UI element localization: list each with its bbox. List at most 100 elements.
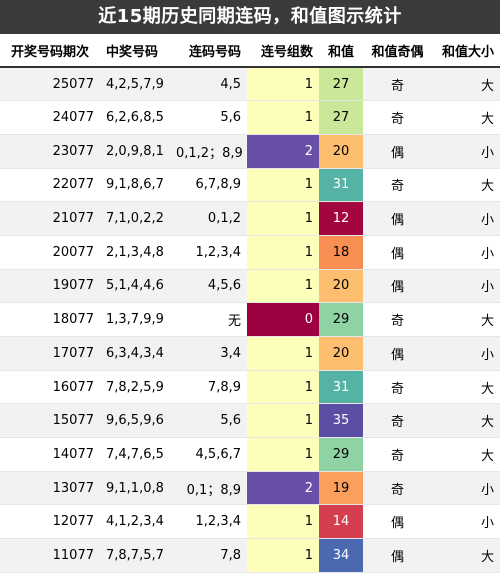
cell-consecutive-count: 1 [247, 504, 319, 540]
cell-sum: 20 [319, 134, 363, 169]
cell-consecutive-numbers: 1,2,3,4 [170, 504, 247, 540]
cell-issue: 14077 [0, 437, 100, 472]
table-row: 15077 9,6,5,9,6 5,6 1 35 奇大 [0, 403, 500, 439]
cell-issue: 19077 [0, 269, 100, 304]
cell-sum-parity: 偶 [363, 201, 432, 236]
cell-issue: 12077 [0, 504, 100, 540]
cell-sum: 20 [319, 336, 363, 371]
table-row: 17077 6,3,4,3,4 3,4 1 20 偶小 [0, 336, 500, 371]
header-row: 开奖号码期次 中奖号码 连码号码 连号组数 和值 和值奇偶 和值大小 [0, 34, 500, 68]
header-sum-parity[interactable]: 和值奇偶 [363, 34, 432, 68]
stats-table: 开奖号码期次 中奖号码 连码号码 连号组数 和值 和值奇偶 和值大小 25077… [0, 34, 500, 573]
cell-consecutive-numbers: 4,5,6,7 [170, 437, 247, 472]
cell-sum-parity: 偶 [363, 538, 432, 573]
cell-winning-numbers: 9,6,5,9,6 [100, 403, 170, 439]
cell-consecutive-numbers: 7,8,9 [170, 370, 247, 405]
cell-sum: 35 [319, 403, 363, 439]
cell-sum: 20 [319, 269, 363, 304]
cell-winning-numbers: 9,1,1,0,8 [100, 471, 170, 506]
cell-sum: 27 [319, 100, 363, 135]
cell-issue: 16077 [0, 370, 100, 405]
cell-consecutive-count: 1 [247, 403, 319, 439]
cell-winning-numbers: 6,2,6,8,5 [100, 100, 170, 135]
cell-consecutive-count: 2 [247, 134, 319, 169]
cell-consecutive-count: 1 [247, 370, 319, 405]
table-row: 25077 4,2,5,7,9 4,5 1 27 奇大 [0, 67, 500, 102]
cell-consecutive-numbers: 5,6 [170, 100, 247, 135]
header-issue[interactable]: 开奖号码期次 [0, 34, 100, 68]
cell-issue: 20077 [0, 235, 100, 270]
cell-winning-numbers: 4,1,2,3,4 [100, 504, 170, 540]
cell-sum-parity: 奇 [363, 403, 432, 439]
cell-sum-parity: 偶 [363, 235, 432, 270]
table-row: 12077 4,1,2,3,4 1,2,3,4 1 14 偶小 [0, 504, 500, 540]
cell-issue: 11077 [0, 538, 100, 573]
cell-sum-size: 小 [432, 336, 500, 371]
cell-sum-size: 小 [432, 134, 500, 169]
cell-sum-size: 大 [432, 538, 500, 573]
cell-winning-numbers: 6,3,4,3,4 [100, 336, 170, 371]
cell-sum-parity: 偶 [363, 134, 432, 169]
cell-sum: 31 [319, 168, 363, 203]
cell-consecutive-count: 1 [247, 336, 319, 371]
cell-sum-parity: 偶 [363, 269, 432, 304]
cell-winning-numbers: 5,1,4,4,6 [100, 269, 170, 304]
cell-sum-size: 大 [432, 370, 500, 405]
cell-sum: 29 [319, 437, 363, 472]
cell-consecutive-numbers: 0,1；8,9 [170, 471, 247, 506]
cell-issue: 23077 [0, 134, 100, 169]
cell-sum-size: 大 [432, 168, 500, 203]
cell-sum-parity: 奇 [363, 370, 432, 405]
cell-issue: 22077 [0, 168, 100, 203]
cell-consecutive-numbers: 无 [170, 302, 247, 337]
cell-winning-numbers: 2,0,9,8,1 [100, 134, 170, 169]
table-row: 22077 9,1,8,6,7 6,7,8,9 1 31 奇大 [0, 168, 500, 203]
header-sum[interactable]: 和值 [319, 34, 363, 68]
cell-winning-numbers: 4,2,5,7,9 [100, 67, 170, 102]
cell-consecutive-numbers: 0,1,2；8,9 [170, 134, 247, 169]
cell-winning-numbers: 9,1,8,6,7 [100, 168, 170, 203]
table-row: 11077 7,8,7,5,7 7,8 1 34 偶大 [0, 538, 500, 573]
cell-consecutive-numbers: 1,2,3,4 [170, 235, 247, 270]
cell-issue: 25077 [0, 67, 100, 102]
cell-consecutive-numbers: 4,5 [170, 67, 247, 102]
cell-issue: 15077 [0, 403, 100, 439]
table-row: 20077 2,1,3,4,8 1,2,3,4 1 18 偶小 [0, 235, 500, 270]
cell-issue: 24077 [0, 100, 100, 135]
cell-sum-size: 大 [432, 100, 500, 135]
cell-sum-parity: 奇 [363, 168, 432, 203]
cell-sum-parity: 奇 [363, 67, 432, 102]
cell-sum: 19 [319, 471, 363, 506]
cell-winning-numbers: 7,8,2,5,9 [100, 370, 170, 405]
cell-consecutive-count: 0 [247, 302, 319, 337]
table-row: 21077 7,1,0,2,2 0,1,2 1 12 偶小 [0, 201, 500, 236]
table-row: 14077 7,4,7,6,5 4,5,6,7 1 29 奇大 [0, 437, 500, 472]
table-row: 23077 2,0,9,8,1 0,1,2；8,9 2 20 偶小 [0, 134, 500, 169]
table-row: 16077 7,8,2,5,9 7,8,9 1 31 奇大 [0, 370, 500, 405]
header-winning-numbers[interactable]: 中奖号码 [100, 34, 170, 68]
cell-winning-numbers: 2,1,3,4,8 [100, 235, 170, 270]
cell-sum: 27 [319, 67, 363, 102]
cell-winning-numbers: 7,1,0,2,2 [100, 201, 170, 236]
cell-sum-size: 小 [432, 269, 500, 304]
cell-sum: 14 [319, 504, 363, 540]
cell-sum: 31 [319, 370, 363, 405]
header-sum-size[interactable]: 和值大小 [432, 34, 500, 68]
cell-consecutive-numbers: 4,5,6 [170, 269, 247, 304]
cell-sum-parity: 偶 [363, 336, 432, 371]
header-consecutive-numbers[interactable]: 连码号码 [170, 34, 247, 68]
cell-consecutive-count: 1 [247, 67, 319, 102]
cell-consecutive-numbers: 7,8 [170, 538, 247, 573]
cell-consecutive-count: 1 [247, 538, 319, 573]
cell-sum-size: 大 [432, 403, 500, 439]
cell-consecutive-count: 1 [247, 235, 319, 270]
header-consecutive-count[interactable]: 连号组数 [247, 34, 319, 68]
cell-consecutive-numbers: 6,7,8,9 [170, 168, 247, 203]
table-body: 25077 4,2,5,7,9 4,5 1 27 奇大 24077 6,2,6,8,5 5,6 1… [0, 67, 500, 573]
cell-consecutive-count: 1 [247, 269, 319, 304]
cell-issue: 18077 [0, 302, 100, 337]
cell-sum-parity: 奇 [363, 471, 432, 506]
cell-sum-size: 大 [432, 437, 500, 472]
cell-sum-size: 小 [432, 504, 500, 540]
cell-consecutive-count: 1 [247, 100, 319, 135]
